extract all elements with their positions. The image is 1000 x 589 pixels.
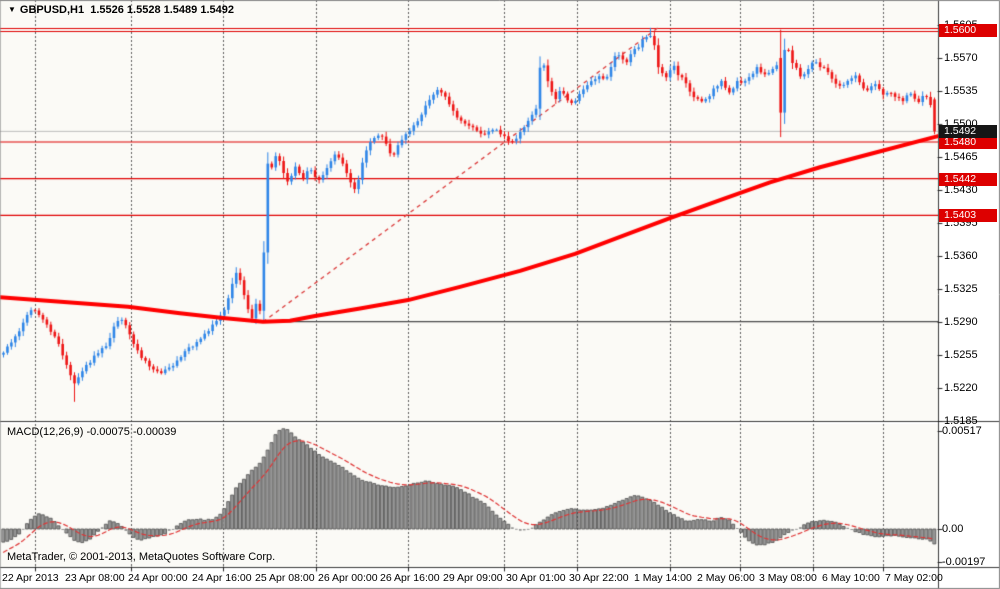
time-axis-label: 30 Apr 01:00 bbox=[506, 572, 566, 584]
time-axis-label: 1 May 14:00 bbox=[634, 572, 692, 584]
macd-tick-label: 0.00 bbox=[942, 523, 964, 535]
level-price-badge: 1.5403 bbox=[939, 208, 997, 222]
price-tick-label: 1.5570 bbox=[944, 52, 978, 64]
chart-ohlc-values: 1.5526 1.5528 1.5489 1.5492 bbox=[90, 4, 234, 16]
price-tick-label: 1.5465 bbox=[944, 151, 978, 163]
price-tick-label: 1.5325 bbox=[944, 283, 978, 295]
time-axis-label: 26 Apr 16:00 bbox=[380, 572, 440, 584]
time-axis-label: 29 Apr 09:00 bbox=[443, 572, 503, 584]
level-price-badge: 1.5442 bbox=[939, 172, 997, 186]
time-axis-label: 3 May 08:00 bbox=[759, 572, 817, 584]
price-tick-label: 1.5430 bbox=[944, 184, 978, 196]
time-axis-label: 26 Apr 00:00 bbox=[318, 572, 378, 584]
macd-tick-label: 0.00517 bbox=[942, 425, 982, 437]
price-tick-label: 1.5290 bbox=[944, 316, 978, 328]
time-axis-label: 7 May 02:00 bbox=[885, 572, 943, 584]
copyright-text: MetaTrader, © 2001-2013, MetaQuotes Soft… bbox=[7, 551, 276, 563]
price-tick-label: 1.5220 bbox=[944, 382, 978, 394]
time-axis-label: 25 Apr 08:00 bbox=[255, 572, 315, 584]
level-price-badge: 1.5600 bbox=[939, 23, 997, 37]
price-tick-label: 1.5535 bbox=[944, 85, 978, 97]
time-axis-label: 24 Apr 00:00 bbox=[128, 572, 188, 584]
time-axis-label: 24 Apr 16:00 bbox=[192, 572, 252, 584]
time-axis-label: 30 Apr 22:00 bbox=[569, 572, 629, 584]
chart-title: ▼ GBPUSD,H1 1.5526 1.5528 1.5489 1.5492 bbox=[8, 4, 234, 16]
time-axis-label: 2 May 06:00 bbox=[697, 572, 755, 584]
level-price-badge: 1.5480 bbox=[939, 135, 997, 149]
chart-symbol-period: GBPUSD,H1 bbox=[19, 4, 85, 16]
time-axis-label: 6 May 10:00 bbox=[822, 572, 880, 584]
price-tick-label: 1.5185 bbox=[944, 415, 978, 427]
current-price-badge: 1.5492 bbox=[939, 124, 997, 138]
price-tick-label: 1.5255 bbox=[944, 349, 978, 361]
time-axis-label: 23 Apr 08:00 bbox=[65, 572, 125, 584]
time-axis-label: 22 Apr 2013 bbox=[2, 572, 59, 584]
chart-marker-icon: ▼ bbox=[8, 5, 16, 14]
price-tick-label: 1.5360 bbox=[944, 250, 978, 262]
macd-indicator-label: MACD(12,26,9) -0.00075 -0.00039 bbox=[7, 426, 177, 438]
macd-tick-label: -0.00197 bbox=[942, 556, 986, 568]
